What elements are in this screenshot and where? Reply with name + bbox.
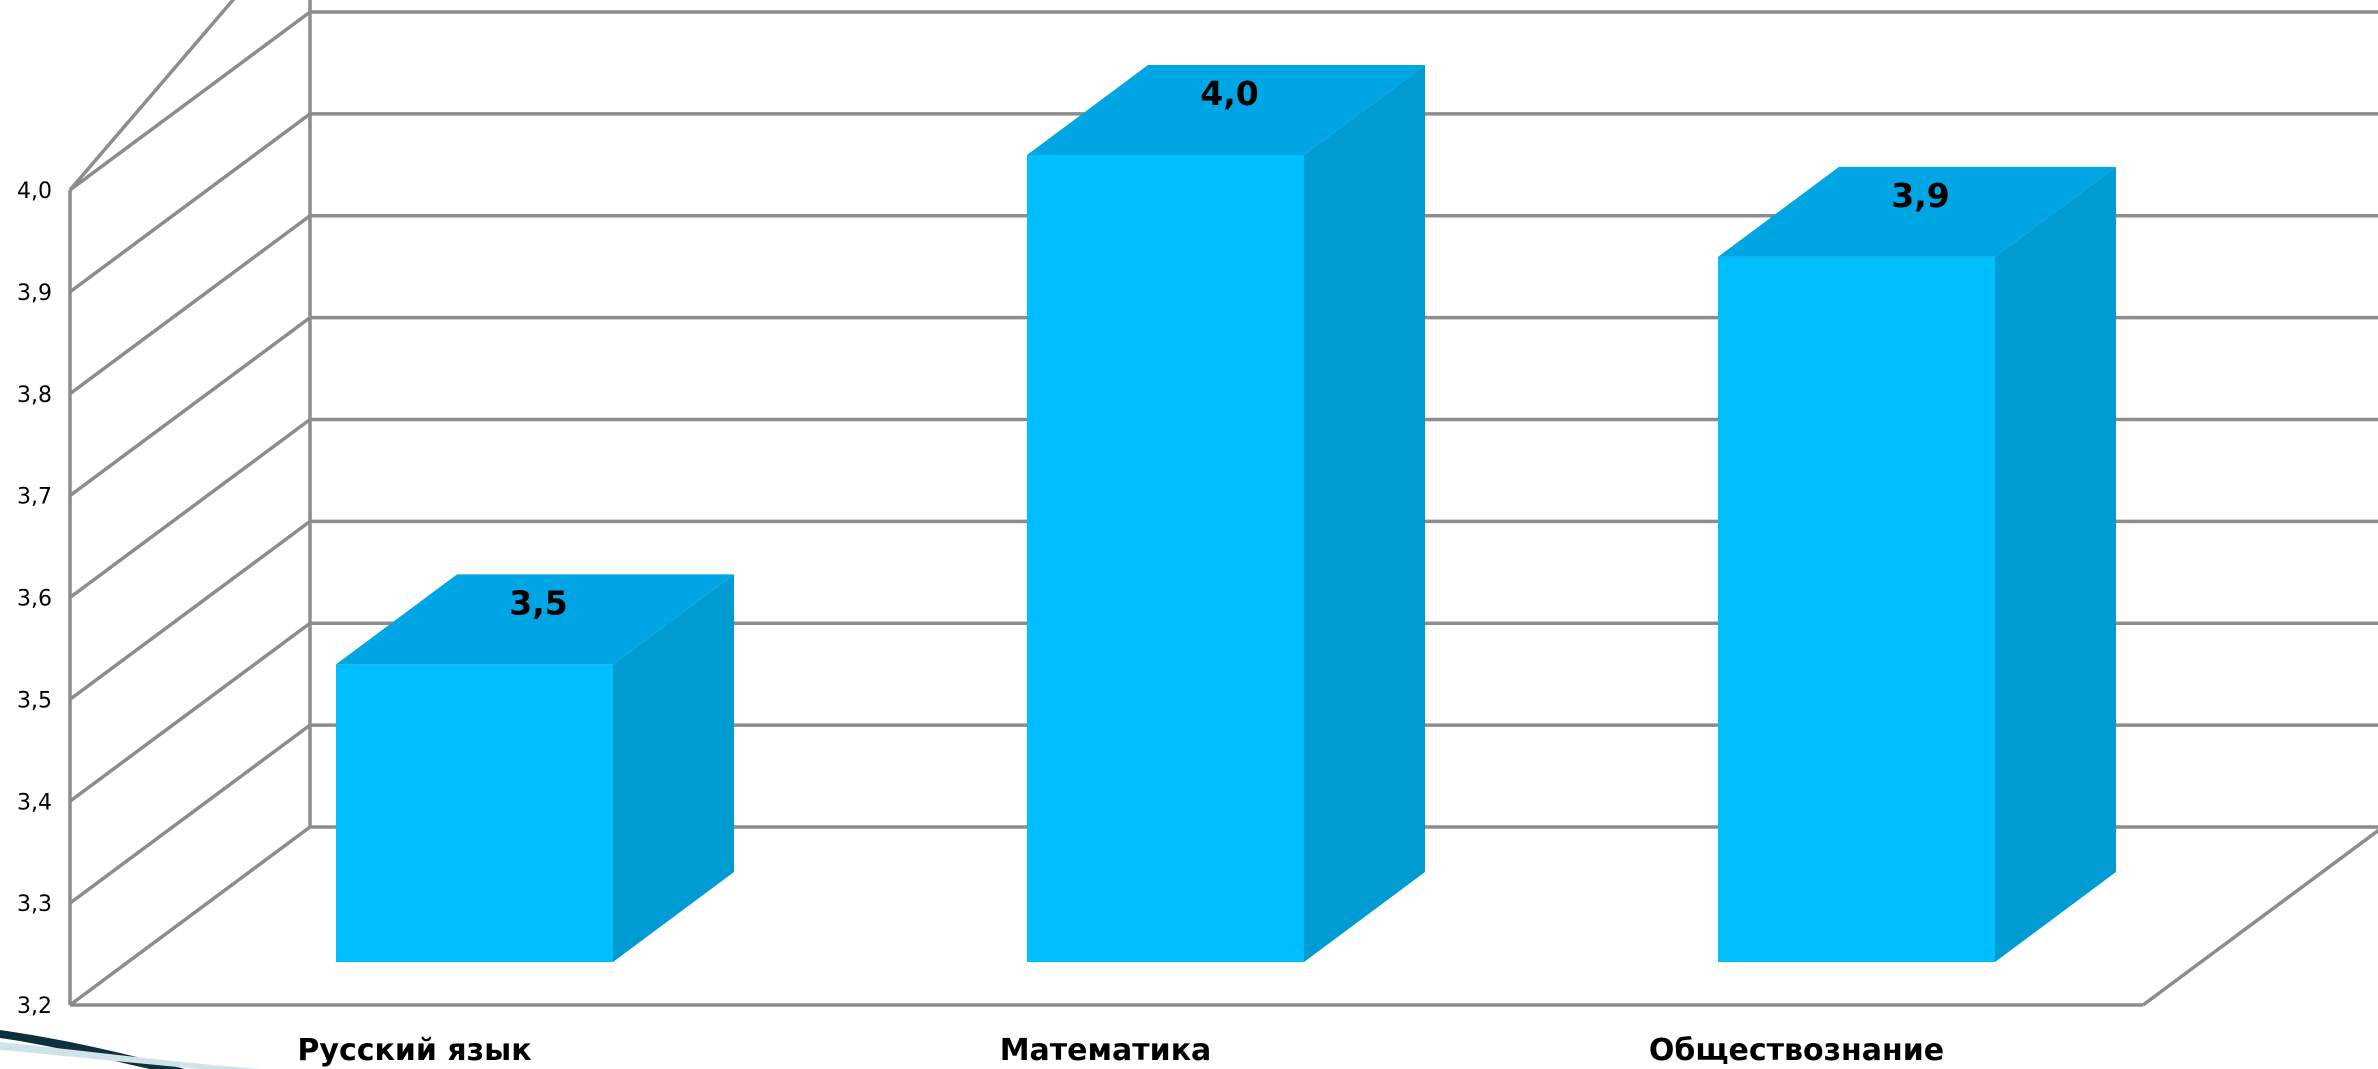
side-wall-gridline <box>68 10 312 192</box>
x-axis-categories: Русский язык Математика Обществознание <box>297 1033 1944 1068</box>
bar-top <box>336 574 734 665</box>
side-wall-gridline <box>68 519 312 701</box>
y-tick-label: 3,5 <box>17 688 52 713</box>
bar-top <box>1718 166 2116 257</box>
data-label: 4,0 <box>1200 74 1258 113</box>
side-wall-gridline <box>68 112 312 294</box>
x-category-label: Математика <box>1000 1033 1212 1068</box>
data-labels: 3,5 4,0 3,9 <box>509 74 1949 622</box>
decorative-swoosh-light <box>0 1042 260 1069</box>
bar <box>1027 155 1304 962</box>
data-label: 3,9 <box>1891 176 1949 215</box>
y-tick-label: 3,2 <box>17 994 52 1019</box>
bar <box>1718 256 1995 962</box>
side-wall-gridline <box>68 723 312 905</box>
slide-decoration <box>0 1030 260 1069</box>
bar-top <box>1027 65 1425 155</box>
y-tick-label: 3,4 <box>17 790 52 815</box>
bar-side <box>1995 166 2116 962</box>
side-wall-top-edge <box>68 0 236 192</box>
side-wall-gridline <box>68 316 312 498</box>
data-label: 3,5 <box>509 583 567 622</box>
x-category-label: Русский язык <box>297 1033 531 1068</box>
side-wall-gridline <box>68 418 312 599</box>
floor-right-edge <box>2141 828 2378 1007</box>
bar <box>336 664 613 962</box>
y-tick-label: 3,7 <box>17 485 52 510</box>
y-axis-ticks: 3,2 3,3 3,4 3,5 3,6 3,7 3,8 3,9 4,0 <box>17 179 52 1019</box>
side-wall-gridline <box>68 214 312 396</box>
y-tick-label: 3,8 <box>17 383 52 408</box>
y-tick-label: 3,9 <box>17 281 52 306</box>
side-wall-gridline <box>68 825 312 1007</box>
bar-side <box>613 574 734 962</box>
bar-side <box>1304 65 1425 962</box>
side-wall-gridline <box>68 621 312 803</box>
y-tick-label: 3,6 <box>17 587 52 612</box>
bars <box>336 65 2116 962</box>
x-category-label: Обществознание <box>1649 1033 1944 1068</box>
y-tick-label: 4,0 <box>17 179 52 204</box>
y-tick-label: 3,3 <box>17 892 52 917</box>
